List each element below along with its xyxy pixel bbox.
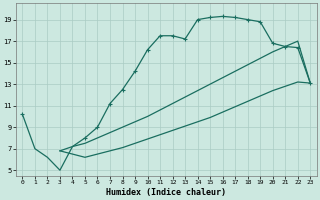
X-axis label: Humidex (Indice chaleur): Humidex (Indice chaleur) <box>106 188 226 197</box>
